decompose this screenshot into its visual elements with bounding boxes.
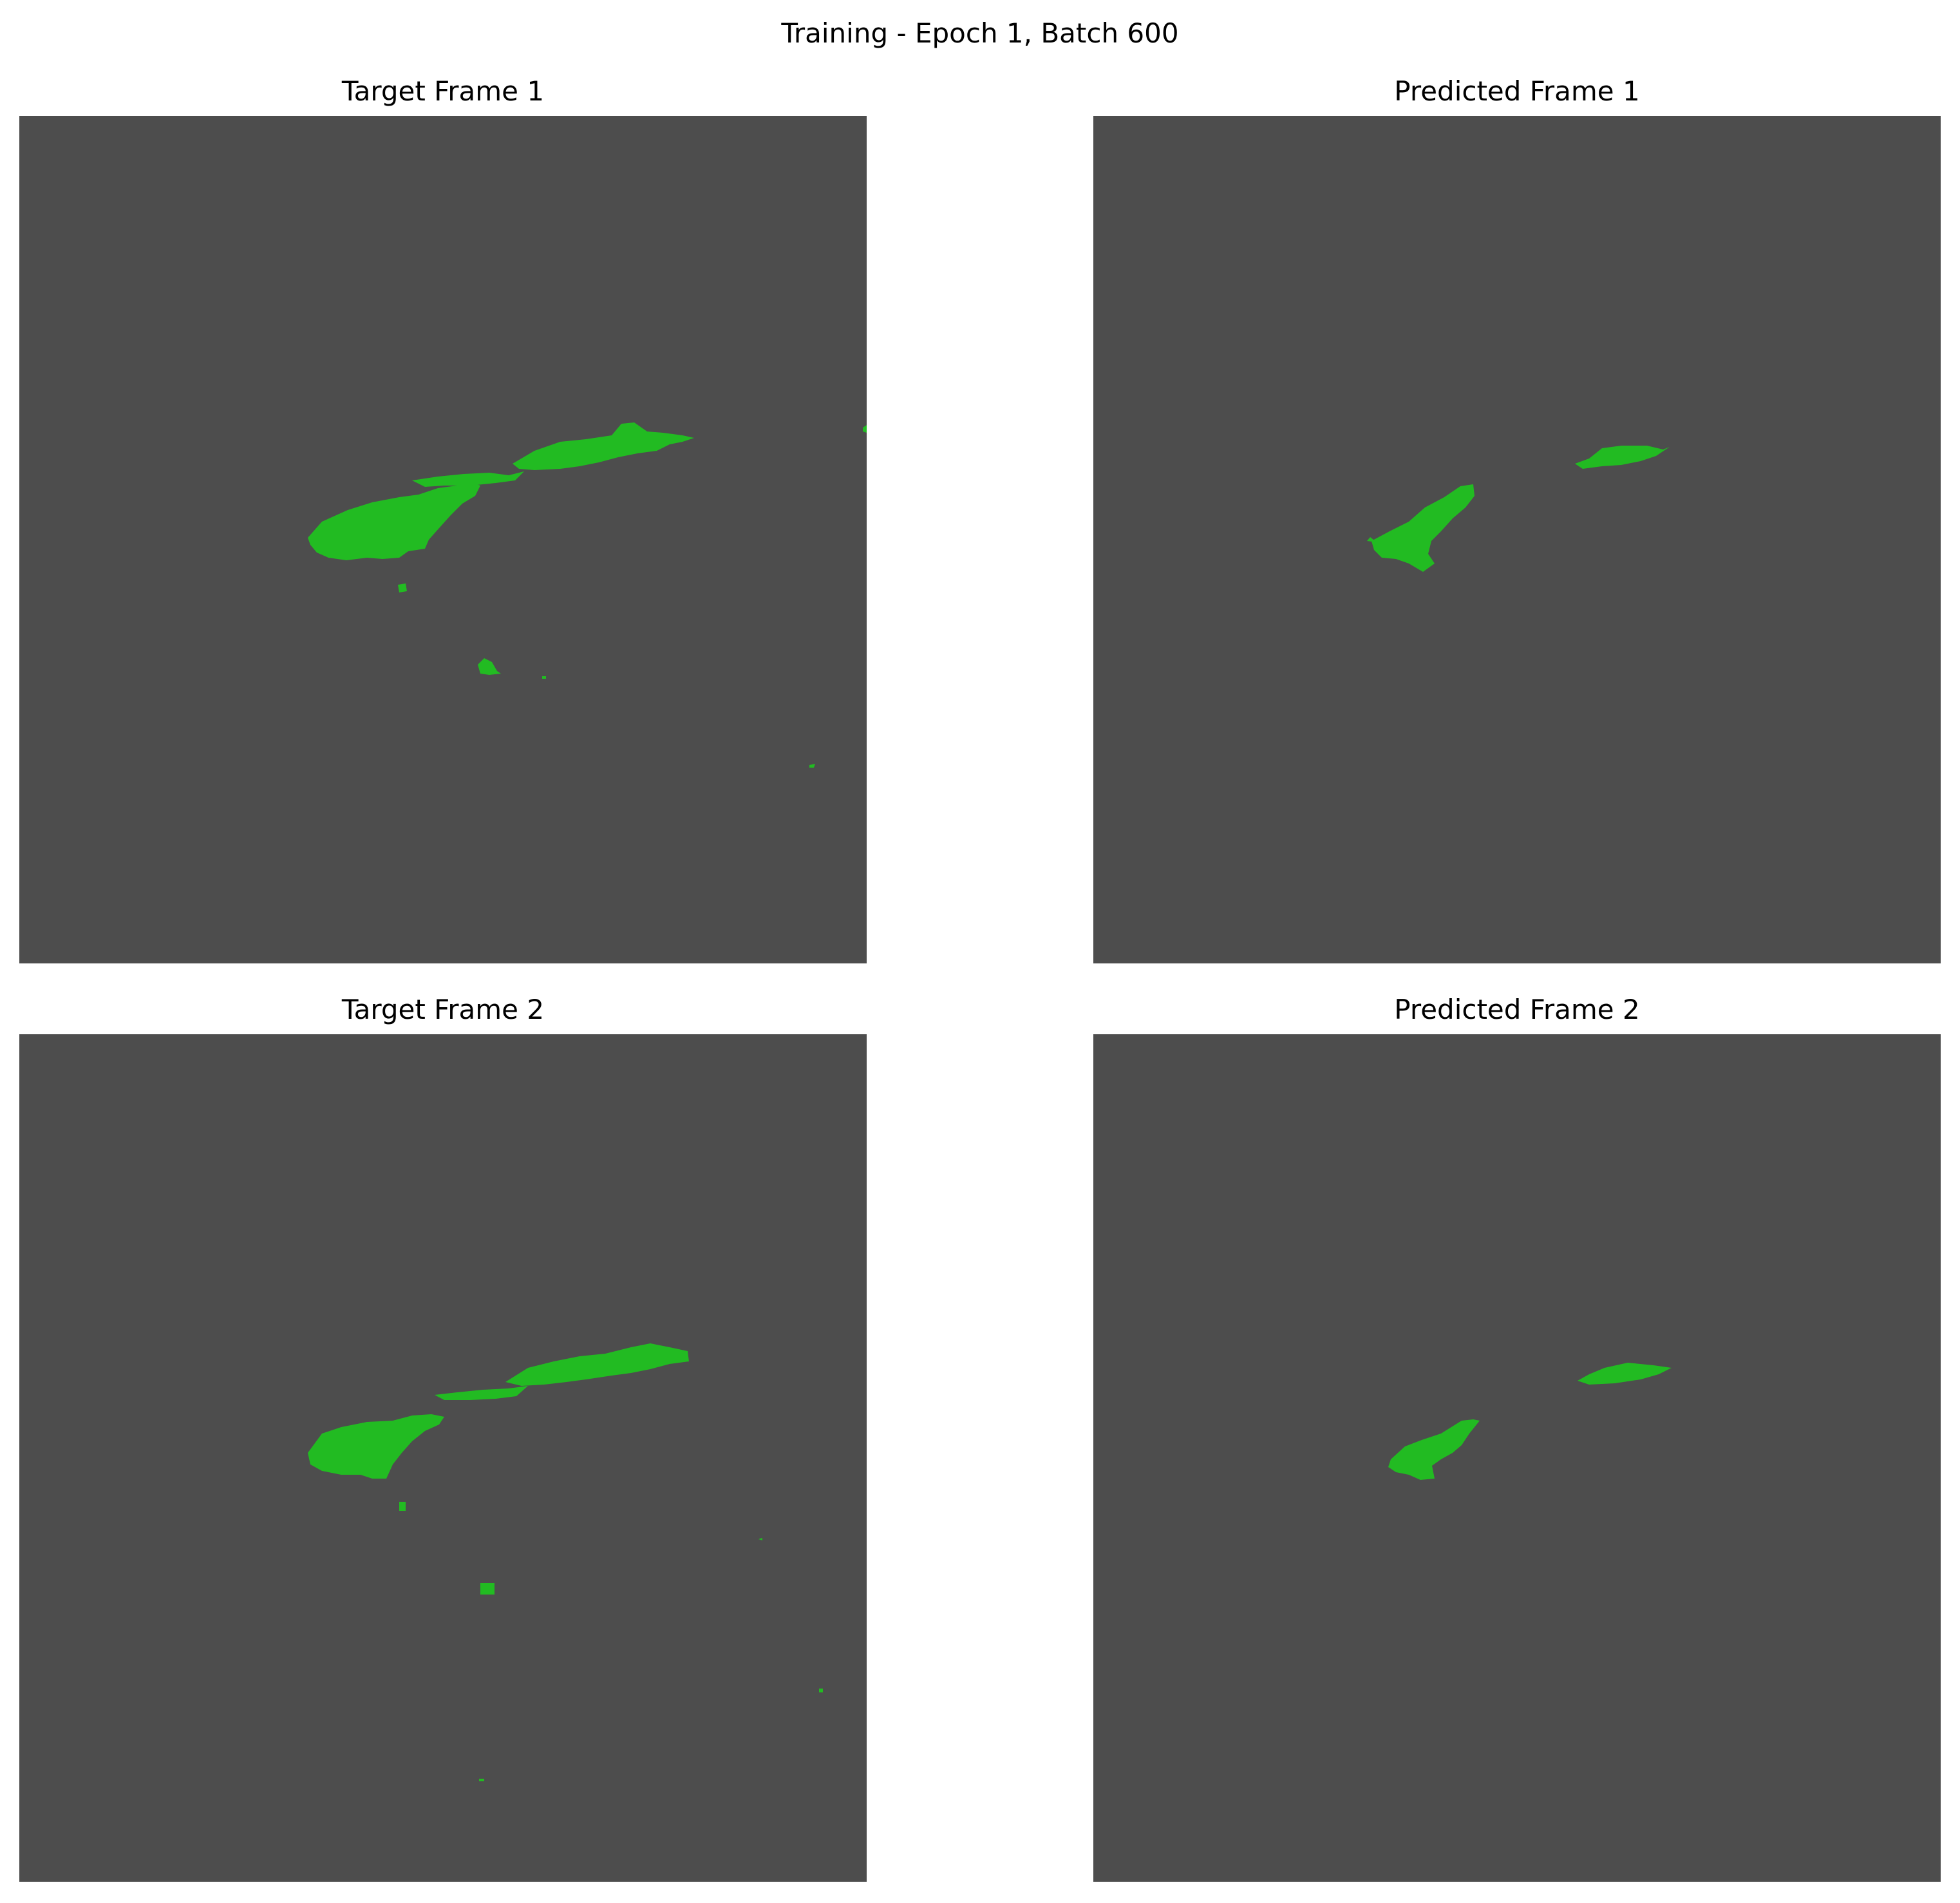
mask-region [1575,446,1670,469]
mask-region [1578,1363,1672,1385]
mask-region [505,1343,689,1386]
panel-title-predicted-frame-1: Predicted Frame 1 [1394,75,1640,107]
mask-image-target-frame-2 [19,1034,867,1882]
mask-region [542,676,546,679]
mask-region [863,425,867,433]
mask-region [308,482,480,560]
mask-region [809,764,815,768]
panel-target-frame-2 [19,1034,867,1882]
mask-region [819,1689,823,1692]
mask-region [1388,1419,1480,1480]
figure-suptitle: Training - Epoch 1, Batch 600 [781,17,1179,49]
panel-title-predicted-frame-2: Predicted Frame 2 [1394,994,1640,1025]
panel-predicted-frame-1 [1093,116,1941,963]
panel-title-target-frame-2: Target Frame 2 [341,994,545,1025]
mask-region [513,422,694,470]
mask-region [308,1414,444,1479]
mask-region [435,1386,528,1400]
panel-title-target-frame-1: Target Frame 1 [341,75,545,107]
image-background [1093,116,1941,963]
mask-region [1371,484,1475,572]
mask-image-target-frame-1 [19,116,867,963]
mask-image-predicted-frame-2 [1093,1034,1941,1882]
mask-region [480,1583,495,1595]
mask-region [1367,537,1377,542]
image-background [1093,1034,1941,1882]
image-background [19,1034,867,1882]
mask-region [759,1538,762,1540]
mask-region [478,658,501,675]
mask-region [398,583,407,592]
panel-target-frame-1 [19,116,867,963]
mask-region [412,471,524,487]
mask-image-predicted-frame-1 [1093,116,1941,963]
panel-predicted-frame-2 [1093,1034,1941,1882]
image-background [19,116,867,963]
mask-region [479,1779,484,1781]
mask-region [399,1502,406,1511]
